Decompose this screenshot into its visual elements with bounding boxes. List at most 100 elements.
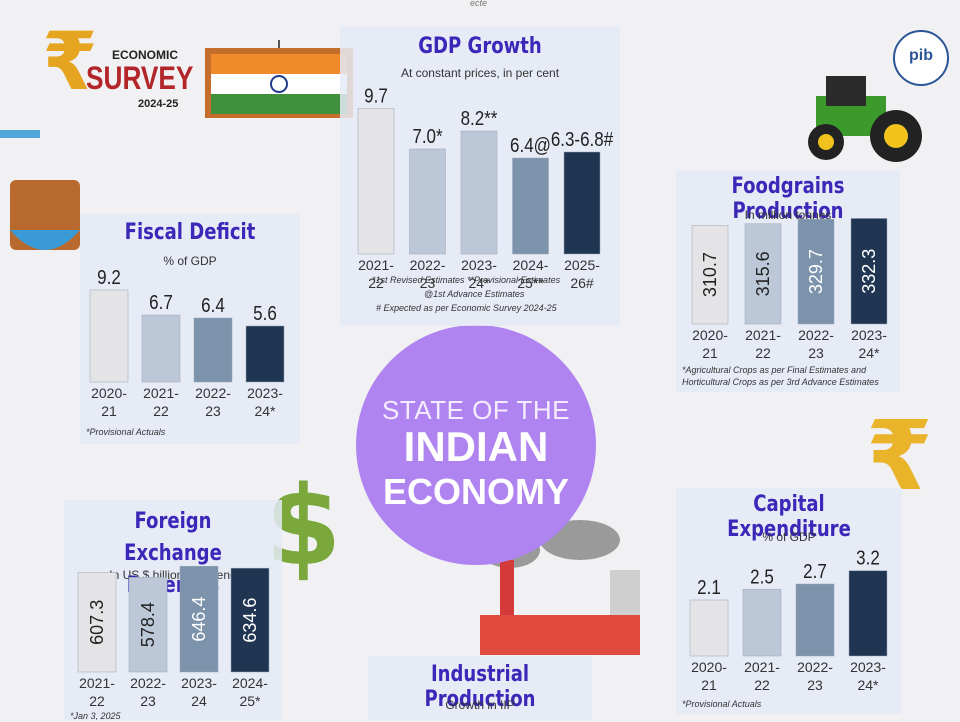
fiscal-subtitle: % of GDP xyxy=(163,254,217,268)
forex-panel: Foreign Exchange Reserves In US $ billio… xyxy=(64,500,282,721)
gdp-note-3: # Expected as per Economic Survey 2024-2… xyxy=(376,303,557,313)
economic-survey-logo: ₹ ECONOMIC SURVEY 2024-25 xyxy=(42,22,202,112)
value-label-forex-2: 646.4 xyxy=(189,597,209,642)
capex-chart: 2.1 2020- 21 2.5 2021- 22 2.7 2022- 23 3.2 2023- 24… xyxy=(689,546,888,693)
category-label-foodgrains-3: 24* xyxy=(858,345,880,361)
value-label-gdp-1: 7.0* xyxy=(412,125,442,148)
value-label-foodgrains-0: 310.7 xyxy=(700,252,720,297)
center-line3: ECONOMY xyxy=(382,471,569,512)
category-label-forex-3: 25* xyxy=(239,693,261,709)
category-label-capex-3: 2023- xyxy=(850,659,886,675)
value-label-capex-3: 3.2 xyxy=(856,546,880,569)
forex-note: *Jan 3, 2025 xyxy=(70,711,121,721)
value-label-capex-2: 2.7 xyxy=(803,560,827,583)
category-label-gdp-4: 2025- xyxy=(564,257,600,273)
water-tank-icon xyxy=(0,130,80,250)
rupee-icon: ₹ xyxy=(42,15,98,108)
category-label-gdp-2: 2023- xyxy=(461,257,497,273)
category-label-foodgrains-0: 21 xyxy=(702,345,718,361)
category-label-foodgrains-1: 2021- xyxy=(745,327,781,343)
bar-fiscal-3 xyxy=(245,325,285,383)
industrial-panel: Industrial Production Growth in IIP xyxy=(368,656,592,720)
fiscal-deficit-panel: Fiscal Deficit % of GDP 9.2 2020- 21 6.7 202… xyxy=(80,214,300,444)
category-label-foodgrains-1: 22 xyxy=(755,345,771,361)
category-label-forex-0: 22 xyxy=(89,693,105,709)
top-caption: ecte xyxy=(470,0,488,8)
category-label-fiscal-1: 22 xyxy=(153,403,169,419)
fiscal-title: Fiscal Deficit xyxy=(124,220,256,245)
value-label-fiscal-1: 6.7 xyxy=(149,291,173,314)
category-label-forex-2: 24 xyxy=(191,693,207,709)
logo-line3: 2024-25 xyxy=(138,98,179,110)
category-label-forex-0: 2021- xyxy=(79,675,115,691)
center-line2: INDIAN xyxy=(403,423,549,470)
category-label-capex-0: 2020- xyxy=(691,659,727,675)
pib-logo: pib xyxy=(893,30,949,86)
category-label-forex-1: 2022- xyxy=(130,675,166,691)
value-label-foodgrains-2: 329.7 xyxy=(806,249,826,294)
category-label-forex-3: 2024- xyxy=(232,675,268,691)
category-label-gdp-4: 26# xyxy=(570,275,594,291)
value-label-forex-0: 607.3 xyxy=(87,600,107,645)
bar-fiscal-0 xyxy=(89,289,129,383)
value-label-gdp-3: 6.4@ xyxy=(510,134,551,157)
category-label-capex-1: 22 xyxy=(754,677,770,693)
bar-capex-1 xyxy=(742,589,782,657)
category-label-foodgrains-2: 23 xyxy=(808,345,824,361)
category-label-gdp-1: 2022- xyxy=(410,257,446,273)
value-label-gdp-0: 9.7 xyxy=(364,84,388,107)
category-label-fiscal-3: 2023- xyxy=(247,385,283,401)
gdp-growth-chart: 9.7 2021- 22 7.0* 2022- 23 8.2** 2023- 24* 6.4@ 20… xyxy=(357,84,614,291)
category-label-forex-2: 2023- xyxy=(181,675,217,691)
bar-gdp-0 xyxy=(357,108,395,255)
bar-forex-2 xyxy=(179,565,219,673)
center-line1: STATE OF THE xyxy=(381,395,570,425)
value-label-fiscal-0: 9.2 xyxy=(97,266,121,289)
bar-gdp-3 xyxy=(512,157,549,255)
gdp-note-1: *1st Revised Estimates **Provisional Est… xyxy=(372,275,561,285)
forex-chart: 607.3 2021- 22 578.4 2022- 23 646.4 2023- 24 634.… xyxy=(77,565,270,709)
category-label-fiscal-2: 23 xyxy=(205,403,221,419)
gdp-growth-panel: GDP Growth At constant prices, in per ce… xyxy=(340,26,620,326)
bar-capex-3 xyxy=(848,570,888,657)
bar-foodgrains-1 xyxy=(744,223,782,325)
category-label-capex-2: 23 xyxy=(807,677,823,693)
logo-line1: ECONOMIC xyxy=(112,48,178,62)
value-label-fiscal-2: 6.4 xyxy=(201,294,225,317)
foodgrains-subtitle: In million tonnes xyxy=(744,208,832,222)
foodgrains-note-1: *Agricultural Crops as per Final Estimat… xyxy=(682,365,867,375)
foodgrains-note-2: Horticultural Crops as per 3rd Advance E… xyxy=(682,377,879,387)
gdp-note-2: @1st Advance Estimates xyxy=(424,289,525,299)
category-label-capex-1: 2021- xyxy=(744,659,780,675)
category-label-gdp-2: 24* xyxy=(468,275,490,291)
foodgrains-chart: 310.7 2020- 21 315.6 2021- 22 329.7 2022- 23 332.… xyxy=(691,218,888,361)
bar-forex-1 xyxy=(128,577,168,673)
iip-title: Industrial Production xyxy=(424,662,536,712)
category-label-foodgrains-0: 2020- xyxy=(692,327,728,343)
category-label-foodgrains-2: 2022- xyxy=(798,327,834,343)
tractor-icon xyxy=(808,76,922,162)
bar-gdp-4 xyxy=(563,151,601,255)
category-label-capex-0: 21 xyxy=(701,677,717,693)
category-label-capex-3: 24* xyxy=(857,677,879,693)
value-label-gdp-4: 6.3-6.8# xyxy=(551,128,614,151)
value-label-fiscal-3: 5.6 xyxy=(253,302,277,325)
bar-forex-0 xyxy=(77,572,117,673)
category-label-capex-2: 2022- xyxy=(797,659,833,675)
bar-foodgrains-3 xyxy=(850,218,888,325)
capex-subtitle: % of GDP xyxy=(762,530,816,544)
bar-forex-3 xyxy=(230,567,270,673)
category-label-gdp-3: 2024- xyxy=(513,257,549,273)
bar-gdp-1 xyxy=(409,148,446,255)
shipping-container-icon xyxy=(205,40,353,118)
value-label-capex-1: 2.5 xyxy=(750,565,774,588)
value-label-foodgrains-3: 332.3 xyxy=(859,249,879,294)
logo-line2: SURVEY xyxy=(86,60,194,96)
category-label-fiscal-1: 2021- xyxy=(143,385,179,401)
fiscal-deficit-chart: 9.2 2020- 21 6.7 2021- 22 6.4 2022- 23 5.6 2023- 24… xyxy=(89,266,285,419)
iip-subtitle: Growth in IIP xyxy=(445,698,515,712)
bar-fiscal-2 xyxy=(193,317,233,383)
gdp-subtitle: At constant prices, in per cent xyxy=(400,66,560,80)
category-label-foodgrains-3: 2023- xyxy=(851,327,887,343)
capex-title: Capital Expenditure xyxy=(727,492,851,542)
